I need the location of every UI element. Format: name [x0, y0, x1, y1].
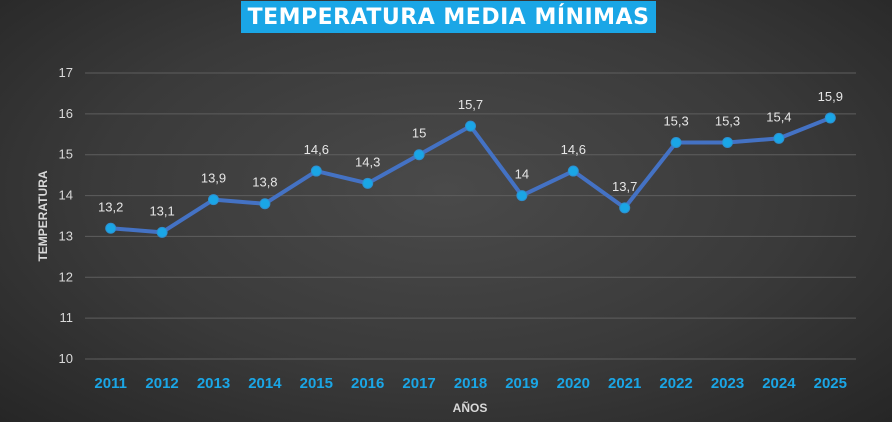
- x-tick-label: 2012: [145, 375, 178, 392]
- y-tick-label: 11: [60, 310, 74, 325]
- x-tick-label: 2011: [94, 375, 127, 392]
- y-tick-label: 12: [59, 269, 73, 284]
- data-label: 15: [412, 126, 426, 141]
- data-point: [310, 165, 322, 177]
- x-tick-label: 2015: [300, 375, 333, 392]
- x-tick-label: 2013: [197, 375, 230, 392]
- data-point: [413, 149, 425, 161]
- data-point: [156, 226, 168, 238]
- data-label: 15,3: [715, 113, 740, 128]
- data-point: [362, 177, 374, 189]
- data-label: 13,7: [612, 179, 637, 194]
- x-tick-label: 2020: [557, 375, 590, 392]
- data-label: 15,3: [663, 113, 688, 128]
- data-label: 14: [515, 167, 529, 182]
- y-tick-label: 16: [59, 106, 73, 121]
- x-tick-label: 2024: [762, 375, 796, 392]
- x-tick-label: 2017: [402, 375, 435, 392]
- chart-title: TEMPERATURA MEDIA MÍNIMAS: [247, 4, 650, 30]
- x-tick-label: 2018: [454, 375, 487, 392]
- data-label: 15,7: [458, 97, 483, 112]
- data-label: 14,6: [561, 142, 586, 157]
- x-tick-label: 2019: [505, 375, 538, 392]
- data-point: [722, 136, 733, 148]
- data-point: [208, 194, 219, 206]
- data-point: [465, 120, 476, 132]
- y-axis-label: TEMPERATURA: [36, 170, 50, 261]
- x-axis-label: AÑOS: [453, 400, 488, 415]
- y-tick-label: 14: [59, 188, 73, 203]
- data-label: 15,4: [766, 109, 791, 124]
- data-label: 14,6: [304, 142, 329, 157]
- x-tick-label: 2021: [608, 375, 641, 392]
- data-point: [670, 136, 682, 148]
- data-label: 13,2: [98, 199, 123, 214]
- data-label: 13,8: [252, 175, 277, 190]
- y-tick-label: 13: [59, 228, 73, 243]
- x-tick-label: 2022: [659, 375, 692, 392]
- x-tick-label: 2025: [814, 375, 847, 392]
- data-label: 15,9: [818, 89, 843, 104]
- data-label: 13,9: [201, 171, 226, 186]
- data-point: [619, 202, 631, 214]
- data-label: 13,1: [149, 203, 174, 218]
- x-tick-label: 2016: [351, 375, 384, 392]
- y-tick-label: 17: [59, 65, 73, 80]
- data-point: [567, 165, 579, 177]
- data-point: [773, 132, 785, 144]
- y-tick-label: 10: [59, 351, 73, 366]
- data-point: [259, 198, 271, 210]
- y-tick-label: 15: [59, 147, 73, 162]
- data-point: [824, 112, 836, 124]
- x-tick-label: 2023: [711, 375, 744, 392]
- chart-title-box: TEMPERATURA MEDIA MÍNIMAS: [241, 1, 656, 33]
- data-label: 14,3: [355, 154, 380, 169]
- data-point: [105, 222, 117, 234]
- data-point: [516, 190, 528, 202]
- x-tick-label: 2014: [248, 375, 282, 392]
